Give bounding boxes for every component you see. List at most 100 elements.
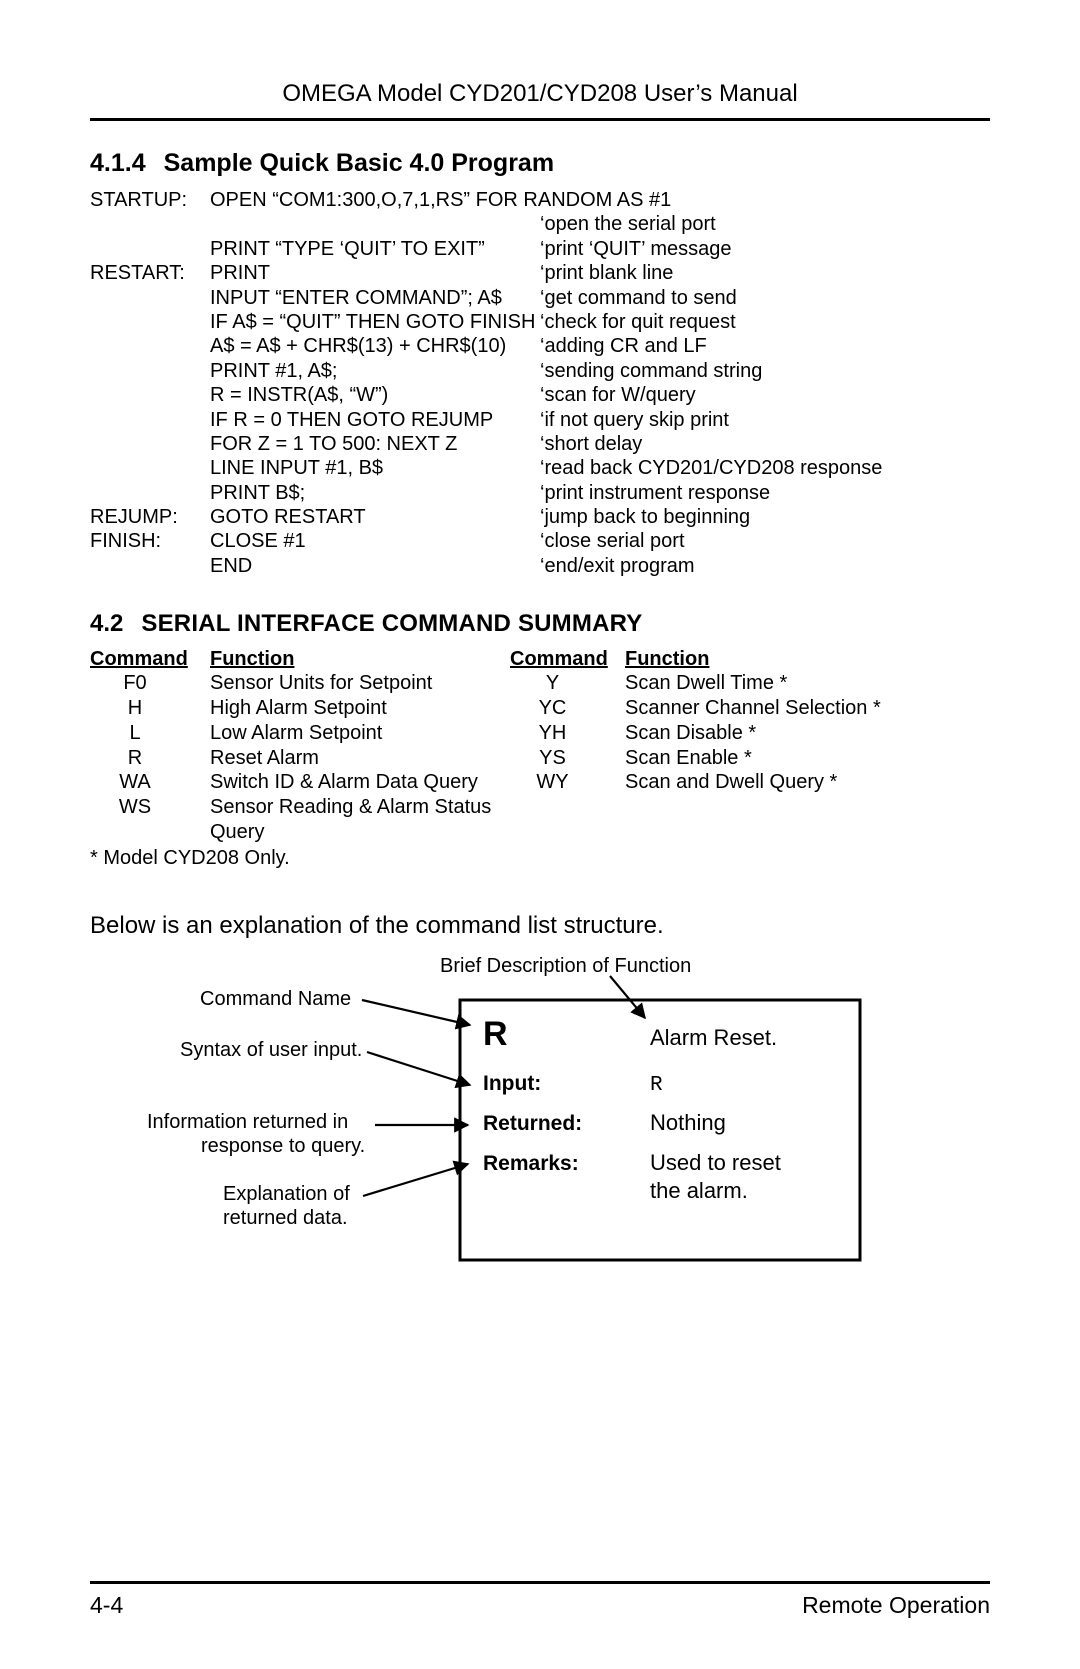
code-label [90, 359, 210, 383]
code-comment: ‘open the serial port [540, 212, 990, 236]
section-42-title: SERIAL INTERFACE COMMAND SUMMARY [141, 610, 642, 638]
diagram-svg: Command Name Syntax of user input. Infor… [90, 950, 990, 1290]
box-remarks-val2: the alarm. [650, 1178, 748, 1203]
arrow [610, 976, 645, 1018]
section-42: 4.2 SERIAL INTERFACE COMMAND SUMMARY Com… [90, 610, 990, 870]
box-remarks-val1: Used to reset [650, 1150, 781, 1175]
cell: YS [510, 746, 625, 771]
code-comment: ‘read back CYD201/CYD208 response [540, 456, 990, 480]
page-footer: 4-4 Remote Operation [90, 1541, 990, 1619]
command-structure-diagram: Command Name Syntax of user input. Infor… [90, 950, 990, 1290]
code-row: ‘open the serial port [90, 212, 990, 236]
cell: L [90, 721, 210, 746]
box-returned-val: Nothing [650, 1110, 726, 1135]
cell: Scan and Dwell Query * [625, 770, 990, 795]
code-row: RESTART:PRINT‘print blank line [90, 261, 990, 285]
code-row: PRINT B$;‘print instrument response [90, 481, 990, 505]
cell: Scanner Channel Selection * [625, 696, 990, 721]
col-header-command: Command [90, 648, 210, 671]
code-text: IF A$ = “QUIT” THEN GOTO FINISH [210, 310, 540, 334]
table-row: WASwitch ID & Alarm Data QueryWYScan and… [90, 770, 990, 795]
code-label [90, 383, 210, 407]
arrow [367, 1052, 470, 1085]
explanation-lead: Below is an explanation of the command l… [90, 912, 990, 940]
lbl-info-returned-2: response to query. [201, 1135, 365, 1157]
code-row: A$ = A$ + CHR$(13) + CHR$(10)‘adding CR … [90, 334, 990, 358]
col-header-function: Function [210, 648, 510, 671]
code-text: LINE INPUT #1, B$ [210, 456, 540, 480]
code-comment: ‘short delay [540, 432, 990, 456]
footer-rule [90, 1581, 990, 1584]
code-label [90, 432, 210, 456]
command-table: Command Function Command Function F0Sens… [90, 648, 990, 845]
code-row: IF R = 0 THEN GOTO REJUMP‘if not query s… [90, 408, 990, 432]
section-414-number: 4.1.4 [90, 149, 146, 178]
lbl-syntax: Syntax of user input. [180, 1039, 362, 1061]
arrow [362, 1000, 470, 1025]
table-row: RReset AlarmYSScan Enable * [90, 746, 990, 771]
cell [625, 795, 990, 845]
code-block: STARTUP:OPEN “COM1:300,O,7,1,RS” FOR RAN… [90, 188, 990, 578]
section-414-heading: 4.1.4 Sample Quick Basic 4.0 Program [90, 149, 990, 178]
col-header-function: Function [625, 648, 990, 671]
cell: F0 [90, 671, 210, 696]
lbl-expl-1: Explanation of [223, 1183, 350, 1205]
cell: Sensor Reading & Alarm Status Query [210, 795, 510, 845]
page-number: 4-4 [90, 1592, 123, 1619]
code-label [90, 286, 210, 310]
code-text: PRINT B$; [210, 481, 540, 505]
table-row: HHigh Alarm SetpointYCScanner Channel Se… [90, 696, 990, 721]
code-comment: ‘print instrument response [540, 481, 990, 505]
code-label [90, 310, 210, 334]
cell: Switch ID & Alarm Data Query [210, 770, 510, 795]
section-42-number: 4.2 [90, 610, 123, 638]
cell: YH [510, 721, 625, 746]
code-label [90, 334, 210, 358]
code-text: R = INSTR(A$, “W”) [210, 383, 540, 407]
section-42-heading: 4.2 SERIAL INTERFACE COMMAND SUMMARY [90, 610, 990, 638]
cell: Sensor Units for Setpoint [210, 671, 510, 696]
cell: Low Alarm Setpoint [210, 721, 510, 746]
code-text [210, 212, 540, 236]
code-comment: ‘get command to send [540, 286, 990, 310]
code-comment: ‘print ‘QUIT’ message [540, 237, 990, 261]
code-label [90, 554, 210, 578]
lbl-brief-desc: Brief Description of Function [440, 955, 691, 977]
cell: R [90, 746, 210, 771]
code-row: R = INSTR(A$, “W”)‘scan for W/query [90, 383, 990, 407]
code-comment: ‘sending command string [540, 359, 990, 383]
code-text: PRINT “TYPE ‘QUIT’ TO EXIT” [210, 237, 540, 261]
cell: Scan Dwell Time * [625, 671, 990, 696]
code-label: STARTUP: [90, 188, 210, 212]
box-input-val: R [650, 1074, 663, 1097]
code-text: PRINT [210, 261, 540, 285]
lbl-expl-2: returned data. [223, 1207, 348, 1229]
cell: YC [510, 696, 625, 721]
code-text: END [210, 554, 540, 578]
footer-section: Remote Operation [802, 1592, 990, 1619]
code-row: IF A$ = “QUIT” THEN GOTO FINISH‘check fo… [90, 310, 990, 334]
code-row: FINISH:CLOSE #1‘close serial port [90, 529, 990, 553]
code-row: STARTUP:OPEN “COM1:300,O,7,1,RS” FOR RAN… [90, 188, 990, 212]
code-text: OPEN “COM1:300,O,7,1,RS” FOR RANDOM AS #… [210, 188, 990, 212]
code-comment: ‘if not query skip print [540, 408, 990, 432]
lbl-command-name: Command Name [200, 988, 351, 1010]
section-414-title: Sample Quick Basic 4.0 Program [164, 149, 554, 178]
cell: WA [90, 770, 210, 795]
code-text: PRINT #1, A$; [210, 359, 540, 383]
header-rule [90, 118, 990, 121]
page: OMEGA Model CYD201/CYD208 User’s Manual … [0, 0, 1080, 1669]
cell: Scan Disable * [625, 721, 990, 746]
arrow [363, 1164, 468, 1196]
code-row: FOR Z = 1 TO 500: NEXT Z‘short delay [90, 432, 990, 456]
code-row: PRINT #1, A$;‘sending command string [90, 359, 990, 383]
footnote: * Model CYD208 Only. [90, 847, 990, 870]
code-text: A$ = A$ + CHR$(13) + CHR$(10) [210, 334, 540, 358]
code-comment: ‘print blank line [540, 261, 990, 285]
code-comment: ‘jump back to beginning [540, 505, 990, 529]
page-header-title: OMEGA Model CYD201/CYD208 User’s Manual [90, 80, 990, 108]
box-alarm-reset: Alarm Reset. [650, 1025, 777, 1050]
box-returned-label: Returned: [483, 1112, 582, 1135]
cell: Reset Alarm [210, 746, 510, 771]
code-row: LINE INPUT #1, B$‘read back CYD201/CYD20… [90, 456, 990, 480]
